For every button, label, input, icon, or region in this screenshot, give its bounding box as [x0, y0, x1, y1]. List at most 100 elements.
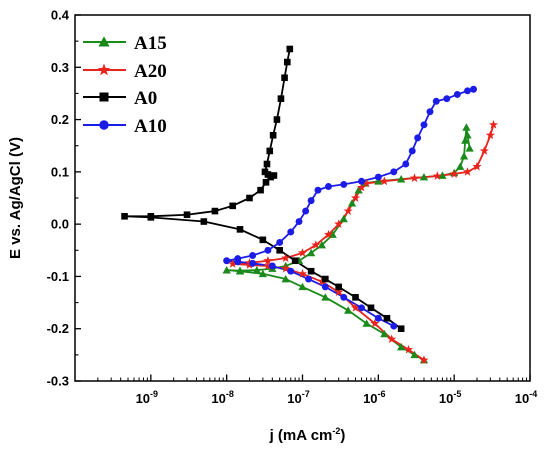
- y-tick-label: 0.1: [51, 164, 69, 179]
- point-a20: [281, 263, 291, 273]
- series-line-a20: [231, 124, 495, 361]
- point-a10: [249, 252, 257, 259]
- point-a0: [273, 116, 281, 123]
- point-a15: [222, 266, 231, 274]
- point-a10: [464, 87, 471, 95]
- point-a0: [259, 236, 267, 244]
- point-a0: [183, 211, 191, 219]
- legend: A15 A20 A0 A10: [83, 33, 167, 137]
- point-a15: [281, 274, 290, 283]
- point-a10: [426, 108, 434, 116]
- point-a10: [374, 314, 382, 322]
- point-a10: [408, 147, 416, 155]
- point-a15: [461, 136, 470, 144]
- point-a0: [211, 207, 219, 215]
- point-a10: [402, 160, 410, 168]
- point-a0: [229, 202, 236, 210]
- point-a20: [479, 146, 489, 155]
- point-a10: [264, 246, 272, 254]
- point-a15: [298, 282, 307, 291]
- point-a20: [343, 206, 353, 215]
- point-a10: [374, 173, 382, 181]
- point-a20: [370, 318, 380, 328]
- point-a0: [352, 294, 359, 301]
- x-tick-label: 10-9: [136, 389, 158, 406]
- point-a0: [307, 267, 315, 275]
- point-a20: [379, 176, 389, 186]
- point-a10: [325, 183, 332, 190]
- point-a20: [419, 355, 429, 364]
- point-a15: [459, 152, 469, 160]
- legend-marker-a0: [99, 92, 109, 102]
- legend-marker-a20: [97, 63, 111, 76]
- point-a0: [322, 275, 329, 283]
- point-a20: [317, 276, 327, 286]
- point-a10: [295, 218, 303, 225]
- point-a15: [307, 248, 316, 257]
- point-a10: [453, 91, 461, 98]
- point-a20: [297, 248, 308, 257]
- point-a0: [367, 304, 375, 312]
- point-a15: [462, 123, 471, 131]
- point-a20: [409, 173, 420, 182]
- point-a20: [263, 255, 273, 265]
- point-a10: [321, 283, 329, 291]
- point-a15: [397, 175, 406, 183]
- point-a10: [234, 255, 242, 263]
- legend-marker-a10: [99, 120, 109, 130]
- point-a15: [317, 240, 326, 249]
- point-a15: [374, 177, 383, 185]
- point-a10: [268, 262, 276, 270]
- plot-markers-layer: [121, 45, 499, 364]
- point-a10: [390, 168, 398, 176]
- point-a10: [358, 304, 365, 312]
- point-a20: [462, 167, 473, 176]
- x-axis-label: j (mA cm-2): [269, 426, 346, 444]
- point-a15: [362, 319, 371, 327]
- point-a20: [449, 169, 459, 178]
- point-a15: [397, 342, 406, 351]
- point-a10: [340, 180, 348, 188]
- point-a15: [456, 162, 465, 170]
- point-a15: [328, 230, 337, 238]
- point-a20: [362, 178, 372, 188]
- point-a0: [261, 168, 269, 176]
- point-a0: [286, 45, 294, 53]
- point-a0: [281, 74, 288, 82]
- point-a20: [403, 344, 414, 354]
- point-a0: [277, 95, 285, 102]
- point-a20: [350, 303, 361, 312]
- x-tick-label: 10-8: [211, 389, 233, 406]
- point-a20: [356, 182, 367, 192]
- point-a15: [321, 293, 330, 301]
- plot-series-layer: [123, 48, 495, 361]
- point-a10: [276, 238, 284, 246]
- point-a0: [397, 325, 405, 333]
- point-a0: [276, 246, 283, 254]
- point-a10: [390, 322, 398, 330]
- point-a10: [358, 177, 365, 185]
- point-a20: [311, 240, 321, 249]
- point-a15: [344, 306, 353, 314]
- point-a20: [472, 161, 482, 171]
- point-a20: [281, 253, 291, 262]
- x-tick-label: 10-7: [287, 389, 309, 406]
- y-tick-label: 0.3: [51, 60, 69, 75]
- point-a0: [335, 283, 342, 291]
- point-a15: [235, 266, 245, 274]
- y-tick-label: 0.0: [51, 217, 69, 232]
- x-tick-label: 10-5: [439, 389, 461, 406]
- point-a10: [432, 97, 440, 105]
- axis-ticks: [75, 14, 531, 382]
- point-a10: [287, 228, 295, 236]
- point-a10: [223, 257, 231, 265]
- point-a15: [465, 144, 474, 152]
- y-tick-label: -0.3: [47, 374, 69, 389]
- point-a20: [228, 259, 238, 268]
- point-a10: [443, 95, 451, 103]
- x-tick-label: 10-6: [363, 389, 385, 406]
- point-a15: [438, 171, 447, 179]
- point-a20: [334, 287, 344, 296]
- point-a10: [305, 275, 312, 283]
